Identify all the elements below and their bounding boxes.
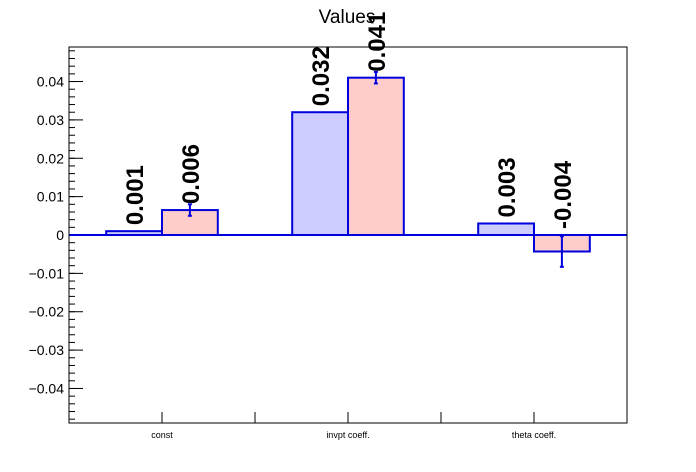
bar — [347, 76, 405, 236]
chart-title: Values — [319, 7, 376, 28]
data-label: 0.032 — [308, 46, 335, 106]
y-tick-label: −0.01 — [29, 265, 65, 281]
y-tick-label: 0.01 — [37, 189, 64, 205]
x-tick-label: const — [151, 430, 173, 440]
data-label: 0.003 — [494, 157, 521, 217]
bar — [161, 209, 219, 236]
data-label: 0.001 — [122, 165, 149, 225]
y-tick-label: 0.02 — [37, 150, 64, 166]
data-label: -0.004 — [550, 160, 577, 229]
y-tick-label: 0.03 — [37, 112, 64, 128]
plot-frame — [68, 46, 628, 424]
y-tick-label: 0.04 — [37, 74, 64, 90]
y-tick-label: −0.02 — [29, 304, 65, 320]
x-tick-label: invpt coeff. — [326, 430, 369, 440]
y-tick-label: 0 — [56, 227, 64, 243]
bar — [477, 222, 536, 236]
bar — [291, 111, 350, 236]
x-tick-label: theta coeff. — [512, 430, 556, 440]
data-label: 0.041 — [364, 12, 391, 72]
data-label: 0.006 — [178, 144, 205, 204]
y-tick-label: −0.03 — [29, 342, 65, 358]
y-tick-label: −0.04 — [29, 380, 65, 396]
